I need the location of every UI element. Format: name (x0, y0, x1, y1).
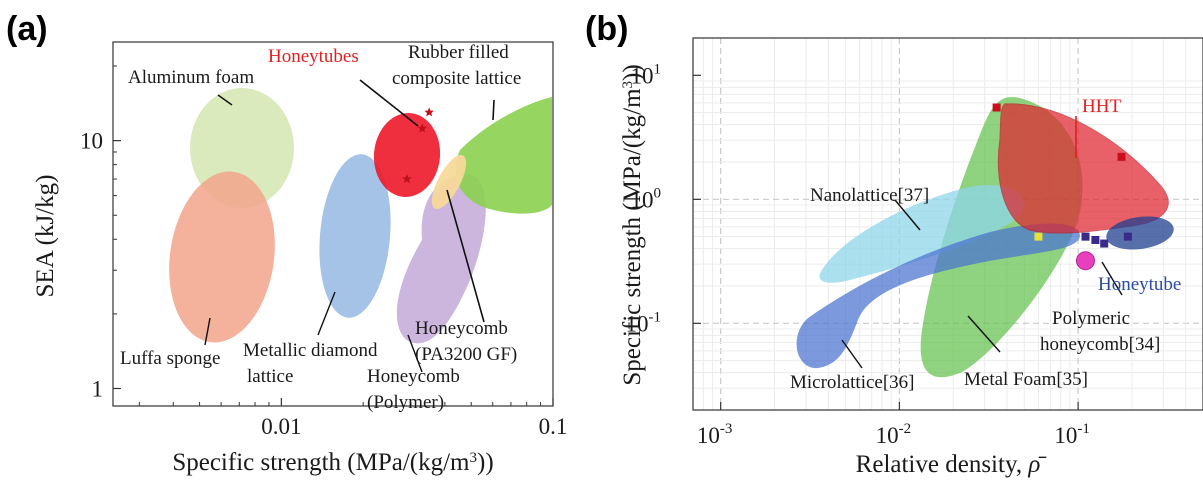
leader-microlattice (841, 339, 863, 369)
panel-b-xtick-label: 10-1 (1054, 421, 1090, 448)
label-metallic-diamond-lattice-2: lattice (247, 366, 293, 387)
panel-b-point (1091, 235, 1100, 244)
panel-a-frame (112, 41, 554, 407)
leader-rubber-lattice (492, 99, 495, 121)
panel-a-xtick-label: 0.01 (261, 414, 301, 439)
label-metal-foam: Metal Foam[35] (964, 369, 1088, 390)
label-honeytubes: Honeytubes (268, 46, 359, 67)
leader-aluminum-foam (217, 94, 233, 106)
label-luffa-sponge: Luffa sponge (120, 348, 220, 369)
panel-b-ylabel: Specific strength (MPa/(kg/m3)) (619, 64, 646, 385)
panel-b-point (992, 103, 1001, 112)
leader-honeytubes (359, 79, 419, 127)
leader-metal-foam (967, 315, 1001, 353)
region-honeycomb-polymer (396, 174, 486, 344)
panel-a-xlabel: Specific strength (MPa/(kg/m3)) (172, 449, 493, 476)
label-aluminum-foam: Aluminum foam (128, 67, 254, 88)
label-honeytube: Honeytube (1098, 274, 1181, 295)
panel-b-ytick-label: 10-1 (626, 309, 662, 336)
region-luffa-sponge (169, 171, 275, 343)
label-polymeric-honeycomb-2: honeycomb[34] (1040, 334, 1160, 355)
panel-a-point-star (402, 174, 412, 184)
region-nanolattice (819, 185, 1024, 283)
label-honeycomb-polymer-1: Honeycomb (367, 366, 460, 387)
panel-b-points (992, 103, 1132, 271)
panel-b-frame (692, 37, 1203, 411)
leader-metallic-diamond-lattice (317, 291, 336, 336)
panel-b-point-polymeric-honeycomb (1075, 251, 1095, 271)
label-microlattice: Microlattice[36] (790, 372, 915, 393)
label-rubber-lattice-2: composite lattice (392, 68, 521, 89)
panel-a-ticks: 0.01 0.1 1 10 (80, 65, 568, 439)
leader-honeycomb-polymer (407, 334, 423, 373)
leader-polymeric-honeycomb (1101, 261, 1123, 296)
label-rubber-lattice-1: Rubber filled (408, 42, 509, 63)
label-nanolattice: Nanolattice[37] (810, 185, 929, 206)
label-honeycomb-polymer-2: (Polymer) (367, 392, 444, 413)
panel-b-point (1123, 232, 1132, 241)
panel-a-ytick-label: 1 (92, 377, 104, 402)
leader-luffa-sponge (204, 317, 211, 346)
panel-a-point-star (417, 123, 427, 133)
label-honeycomb-pa3200gf-2: (PA3200 GF) (415, 344, 517, 365)
region-honeytube (1106, 216, 1174, 250)
panel-a-point-star (424, 107, 434, 117)
region-metallic-diamond-lattice (319, 154, 391, 318)
region-microlattice (796, 223, 1080, 369)
panel-b-xtick-label: 10-3 (697, 421, 733, 448)
panel-b-point (1100, 239, 1109, 248)
panel-b-plot (796, 96, 1174, 378)
region-hht (997, 103, 1169, 234)
panel-b-label: (b) (585, 10, 628, 48)
panel-a-xtick-label: 0.1 (539, 414, 568, 439)
panel-a-points (402, 107, 434, 184)
leader-nanolattice (894, 199, 921, 231)
panel-a-label: (a) (6, 10, 48, 48)
label-polymeric-honeycomb-1: Polymeric (1052, 308, 1130, 329)
region-honeycomb-pa3200gf (431, 155, 467, 209)
region-honeytubes (373, 113, 441, 197)
panel-a-ytick-label: 10 (80, 129, 103, 154)
label-honeycomb-pa3200gf-1: Honeycomb (415, 318, 508, 339)
panel-b-point (1117, 152, 1126, 161)
label-hht: HHT (1082, 96, 1121, 117)
panel-a-ylabel: SEA (kJ/kg) (32, 175, 59, 298)
label-metallic-diamond-lattice-1: Metallic diamond (243, 340, 378, 361)
panel-b-point (1034, 232, 1043, 241)
leader-honeycomb-pa3200gf (446, 189, 485, 323)
panel-a-plot (169, 79, 552, 373)
panel-b-point (1081, 232, 1090, 241)
panel-b-xtick-label: 10-2 (876, 421, 912, 448)
panel-b-xlabel: Relative density, ρ̄ (856, 451, 1048, 478)
region-rubber-filled-composite-lattice (455, 97, 552, 214)
